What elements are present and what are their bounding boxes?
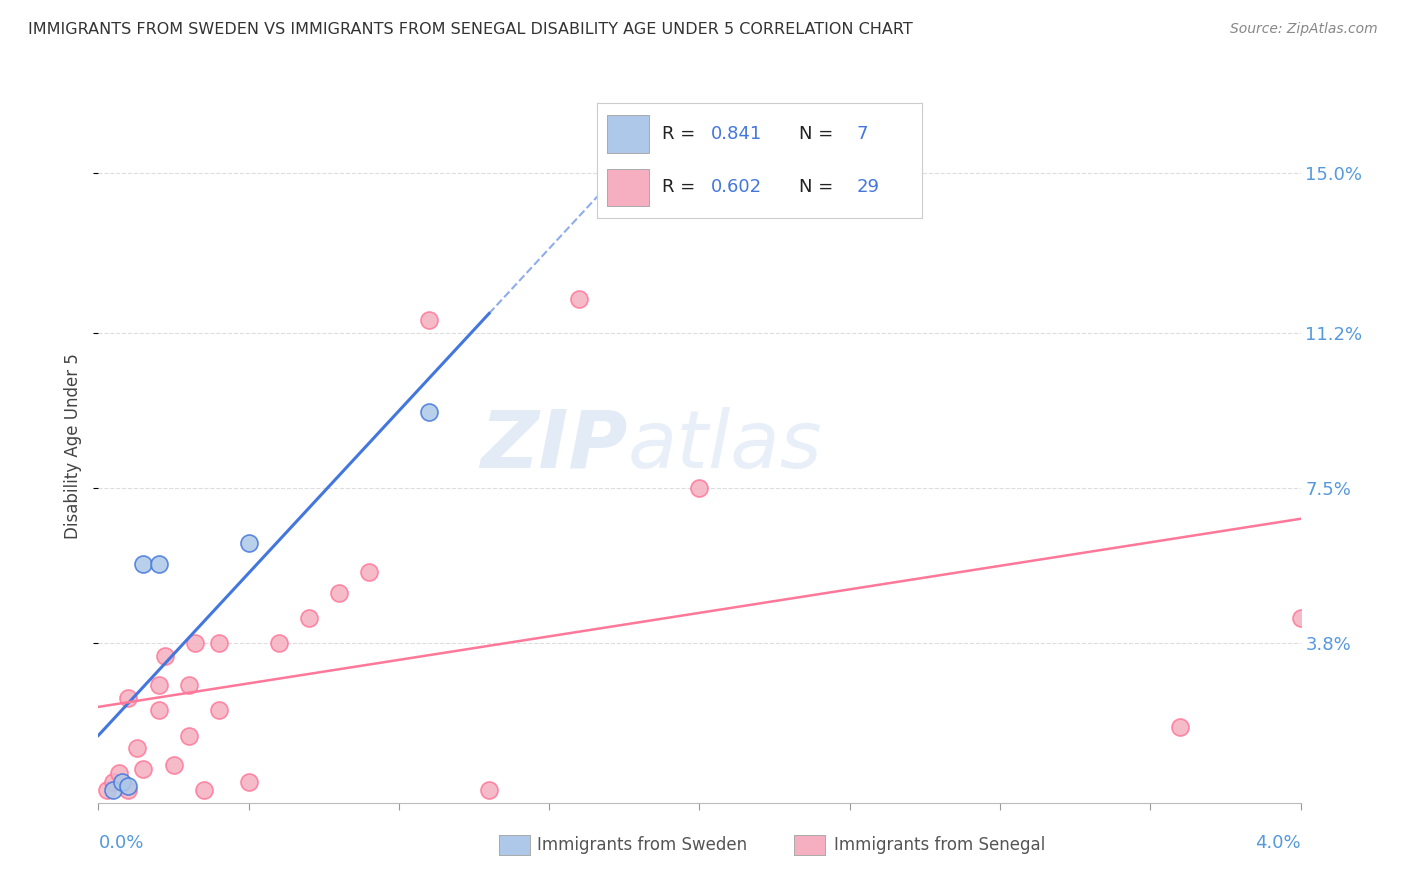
Point bbox=[478, 783, 501, 797]
Point bbox=[238, 774, 260, 789]
Point bbox=[162, 758, 184, 772]
Point bbox=[177, 678, 200, 692]
Point bbox=[96, 783, 118, 797]
Point bbox=[357, 565, 380, 579]
Point bbox=[127, 741, 149, 756]
Point bbox=[111, 774, 134, 789]
Text: Source: ZipAtlas.com: Source: ZipAtlas.com bbox=[1230, 22, 1378, 37]
Point bbox=[177, 729, 200, 743]
Point bbox=[267, 636, 290, 650]
Point bbox=[117, 779, 139, 793]
Text: IMMIGRANTS FROM SWEDEN VS IMMIGRANTS FROM SENEGAL DISABILITY AGE UNDER 5 CORRELA: IMMIGRANTS FROM SWEDEN VS IMMIGRANTS FRO… bbox=[28, 22, 912, 37]
Point bbox=[328, 586, 350, 600]
Point bbox=[153, 648, 176, 663]
Point bbox=[132, 762, 155, 776]
Text: Immigrants from Senegal: Immigrants from Senegal bbox=[834, 836, 1045, 854]
Point bbox=[689, 481, 711, 495]
Point bbox=[148, 678, 170, 692]
Point bbox=[183, 636, 205, 650]
Point bbox=[238, 535, 260, 549]
Point bbox=[132, 557, 155, 571]
Point bbox=[117, 783, 139, 797]
Point bbox=[103, 783, 125, 797]
Point bbox=[1289, 611, 1312, 625]
Point bbox=[117, 690, 139, 705]
Point bbox=[148, 703, 170, 717]
Point bbox=[208, 703, 231, 717]
Text: Immigrants from Sweden: Immigrants from Sweden bbox=[537, 836, 747, 854]
Point bbox=[193, 783, 215, 797]
Point bbox=[108, 766, 131, 780]
Point bbox=[1168, 720, 1191, 734]
Point bbox=[208, 636, 231, 650]
Point bbox=[418, 313, 440, 327]
Point bbox=[418, 405, 440, 419]
Point bbox=[568, 292, 591, 306]
Y-axis label: Disability Age Under 5: Disability Age Under 5 bbox=[65, 353, 83, 539]
Text: ZIP: ZIP bbox=[479, 407, 627, 485]
Text: 0.0%: 0.0% bbox=[98, 834, 143, 852]
Text: atlas: atlas bbox=[627, 407, 823, 485]
Text: 4.0%: 4.0% bbox=[1256, 834, 1301, 852]
Point bbox=[148, 557, 170, 571]
Point bbox=[298, 611, 321, 625]
Point bbox=[103, 774, 125, 789]
